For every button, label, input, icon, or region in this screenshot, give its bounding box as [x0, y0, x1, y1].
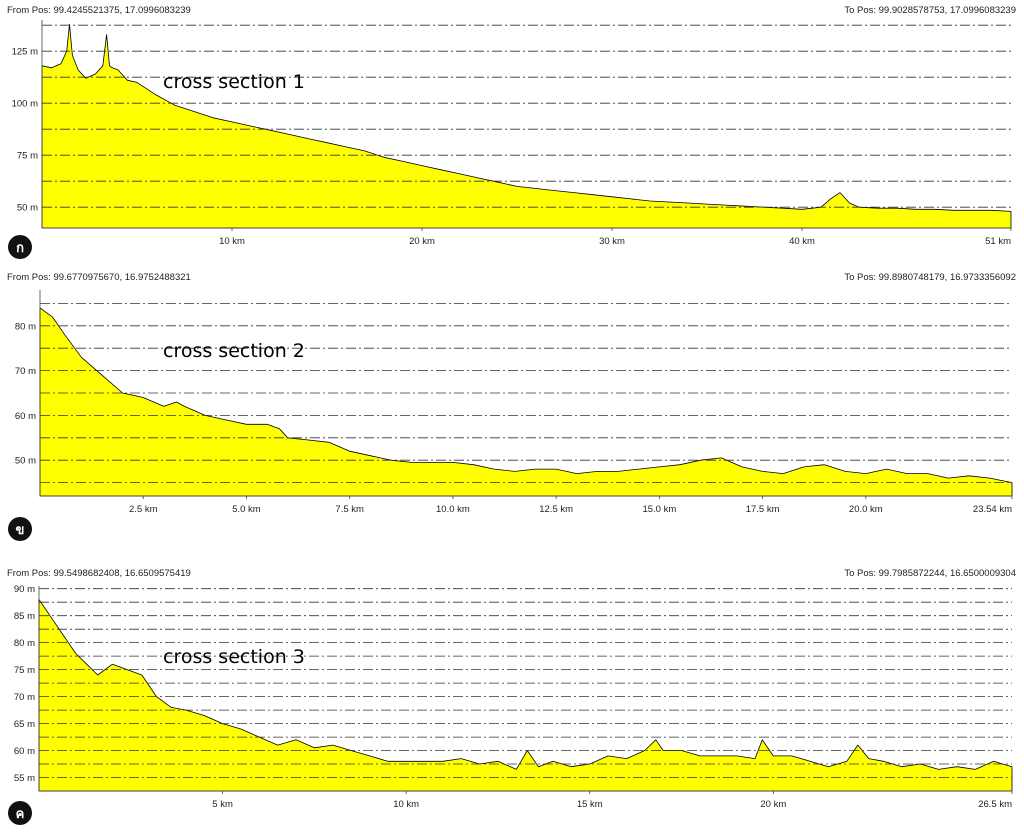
from-position: From Pos: 99.4245521375, 17.0996083239: [7, 5, 191, 16]
elevation-area: [41, 23, 1012, 229]
x-tick-label: 2.5 km: [129, 504, 158, 515]
x-tick-label: 10.0 km: [436, 504, 470, 515]
cross-section-1-panel: From Pos: 99.4245521375, 17.0996083239 T…: [7, 5, 1016, 259]
x-tick-label: 23.54 km: [973, 504, 1012, 515]
x-tick-label: 26.5 km: [978, 799, 1012, 810]
elevation-profile-area: [38, 599, 1013, 792]
y-tick-label: 75 m: [14, 665, 35, 676]
panel-badge-marker: [8, 801, 32, 825]
chart-title: cross section 2: [163, 340, 305, 362]
from-position: From Pos: 99.5498682408, 16.6509575419: [7, 568, 191, 579]
elevation-area: [39, 307, 1013, 497]
to-position: To Pos: 99.7985872244, 16.6500009304: [844, 568, 1016, 579]
y-tick-label: 55 m: [14, 773, 35, 784]
chart-title: cross section 3: [163, 646, 305, 668]
y-tick-label: 75 m: [17, 151, 38, 162]
chart-title: cross section 1: [163, 71, 305, 93]
panel-badge-marker: [8, 235, 32, 259]
y-tick-label: 65 m: [14, 719, 35, 730]
tick-labels: 5 km 10 km 15 km 20 km 26.5 km 55 m 60 m 65 m 70…: [14, 584, 1012, 810]
panel-badge-label: ข: [16, 523, 25, 538]
y-tick-label: 50 m: [15, 456, 36, 467]
grid-lines: [40, 302, 1012, 484]
x-tick-label: 51 km: [985, 236, 1011, 247]
x-tick-label: 7.5 km: [335, 504, 364, 515]
panel-badge-label: ก: [16, 241, 24, 256]
axes: [39, 290, 1013, 499]
tick-labels: 10 km 20 km 30 km 40 km 51 km 50 m 75 m 100 m 12…: [12, 47, 1011, 247]
to-position: To Pos: 99.9028578753, 17.0996083239: [844, 5, 1016, 16]
to-position: To Pos: 99.8980748179, 16.9733356092: [844, 272, 1016, 283]
elevation-profile-area: [39, 307, 1013, 497]
x-tick-label: 15 km: [577, 799, 603, 810]
axes: [41, 20, 1012, 231]
from-position: From Pos: 99.6770975670, 16.9752488321: [7, 272, 191, 283]
panel-badge-label: ค: [16, 807, 25, 822]
y-tick-label: 60 m: [14, 746, 35, 757]
x-tick-label: 5.0 km: [232, 504, 261, 515]
cross-section-3-panel: From Pos: 99.5498682408, 16.6509575419 T…: [7, 568, 1016, 825]
y-tick-label: 100 m: [12, 99, 38, 110]
elevation-profile-area: [41, 23, 1012, 229]
y-tick-label: 70 m: [15, 366, 36, 377]
x-tick-label: 5 km: [212, 799, 233, 810]
elevation-area: [38, 599, 1013, 792]
x-tick-label: 12.5 km: [539, 504, 573, 515]
x-tick-label: 20 km: [760, 799, 786, 810]
y-tick-label: 60 m: [15, 411, 36, 422]
y-tick-label: 70 m: [14, 692, 35, 703]
y-tick-label: 80 m: [14, 638, 35, 649]
y-tick-label: 85 m: [14, 611, 35, 622]
x-tick-label: 15.0 km: [642, 504, 676, 515]
x-tick-label: 10 km: [219, 236, 245, 247]
panel-badge-marker: [8, 517, 32, 541]
y-tick-label: 90 m: [14, 584, 35, 595]
x-tick-label: 20.0 km: [849, 504, 883, 515]
y-tick-label: 80 m: [15, 321, 36, 332]
axes: [38, 586, 1013, 794]
x-tick-label: 10 km: [393, 799, 419, 810]
x-tick-label: 20 km: [409, 236, 435, 247]
x-tick-label: 30 km: [599, 236, 625, 247]
y-tick-label: 50 m: [17, 203, 38, 214]
x-tick-label: 40 km: [789, 236, 815, 247]
cross-section-2-panel: From Pos: 99.6770975670, 16.9752488321 T…: [7, 272, 1016, 541]
y-tick-label: 125 m: [12, 47, 38, 58]
x-tick-label: 17.5 km: [746, 504, 780, 515]
tick-labels: 2.5 km 5.0 km 7.5 km 10.0 km 12.5 km 15.0 km 1…: [15, 321, 1012, 515]
